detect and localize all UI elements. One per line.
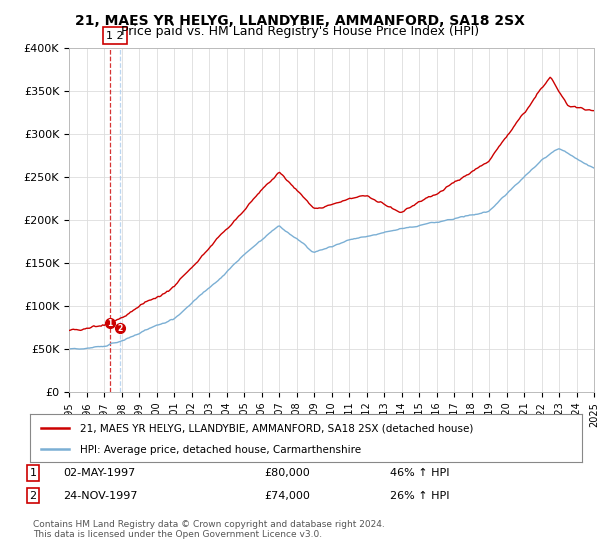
Text: 24-NOV-1997: 24-NOV-1997 — [63, 491, 137, 501]
Text: HPI: Average price, detached house, Carmarthenshire: HPI: Average price, detached house, Carm… — [80, 445, 361, 455]
Text: 21, MAES YR HELYG, LLANDYBIE, AMMANFORD, SA18 2SX (detached house): 21, MAES YR HELYG, LLANDYBIE, AMMANFORD,… — [80, 424, 473, 433]
Text: 1 2: 1 2 — [106, 31, 124, 41]
Text: £74,000: £74,000 — [264, 491, 310, 501]
Text: Contains HM Land Registry data © Crown copyright and database right 2024.
This d: Contains HM Land Registry data © Crown c… — [33, 520, 385, 539]
Text: 2: 2 — [29, 491, 37, 501]
Text: 02-MAY-1997: 02-MAY-1997 — [63, 468, 135, 478]
Text: 2: 2 — [117, 324, 122, 333]
Text: 46% ↑ HPI: 46% ↑ HPI — [390, 468, 449, 478]
Text: 26% ↑ HPI: 26% ↑ HPI — [390, 491, 449, 501]
Text: 21, MAES YR HELYG, LLANDYBIE, AMMANFORD, SA18 2SX: 21, MAES YR HELYG, LLANDYBIE, AMMANFORD,… — [75, 14, 525, 28]
Text: Price paid vs. HM Land Registry's House Price Index (HPI): Price paid vs. HM Land Registry's House … — [121, 25, 479, 38]
Text: £80,000: £80,000 — [264, 468, 310, 478]
Text: 1: 1 — [29, 468, 37, 478]
Text: 1: 1 — [107, 319, 112, 328]
